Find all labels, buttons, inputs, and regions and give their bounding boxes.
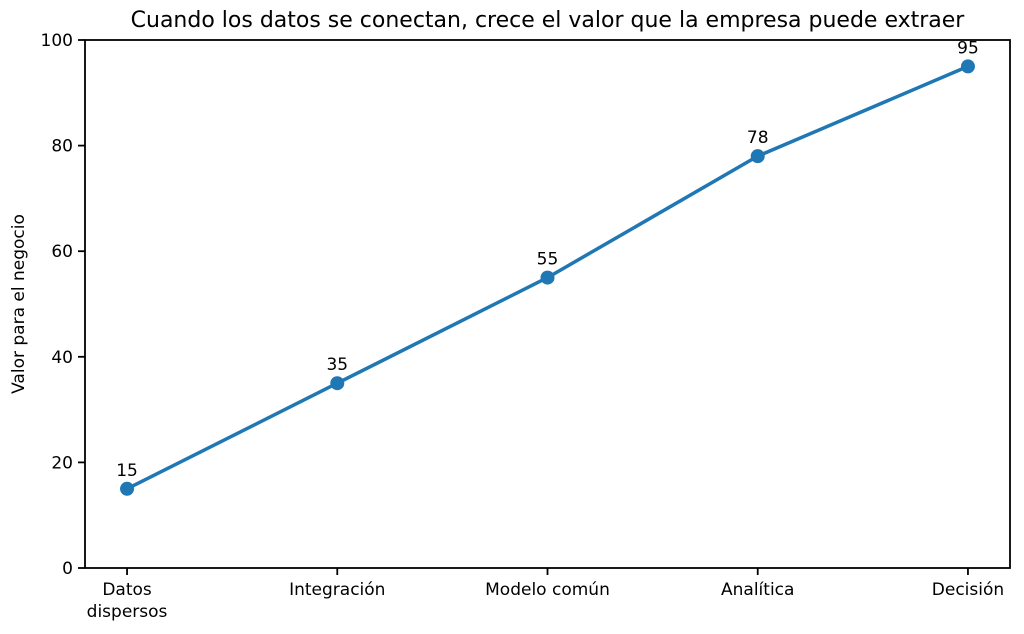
y-tick-label: 100: [41, 31, 73, 51]
x-tick-label: Integración: [289, 580, 385, 600]
data-point-label: 15: [116, 461, 138, 481]
data-point-label: 95: [957, 38, 979, 58]
chart-title: Cuando los datos se conectan, crece el v…: [131, 8, 966, 33]
y-tick-label: 0: [62, 559, 73, 579]
y-tick-label: 20: [51, 453, 73, 473]
x-tick-label: Decisión: [932, 580, 1004, 600]
data-point-marker: [120, 481, 135, 496]
data-point-marker: [330, 376, 345, 391]
data-point-marker: [540, 270, 555, 285]
data-point-marker: [960, 59, 975, 74]
plot-border: [84, 39, 1011, 569]
data-point-label: 35: [326, 355, 348, 375]
y-tick-label: 40: [51, 348, 73, 368]
x-tick-label: Datos dispersos: [87, 580, 168, 622]
data-point-label: 78: [747, 128, 769, 148]
data-point-marker: [750, 149, 765, 164]
y-axis-label: Valor para el negocio: [9, 214, 29, 394]
data-point-label: 55: [537, 250, 559, 270]
y-tick-label: 80: [51, 137, 73, 157]
x-tick-label: Analítica: [721, 580, 794, 600]
y-tick-label: 60: [51, 242, 73, 262]
x-tick-label: Modelo común: [485, 580, 610, 600]
